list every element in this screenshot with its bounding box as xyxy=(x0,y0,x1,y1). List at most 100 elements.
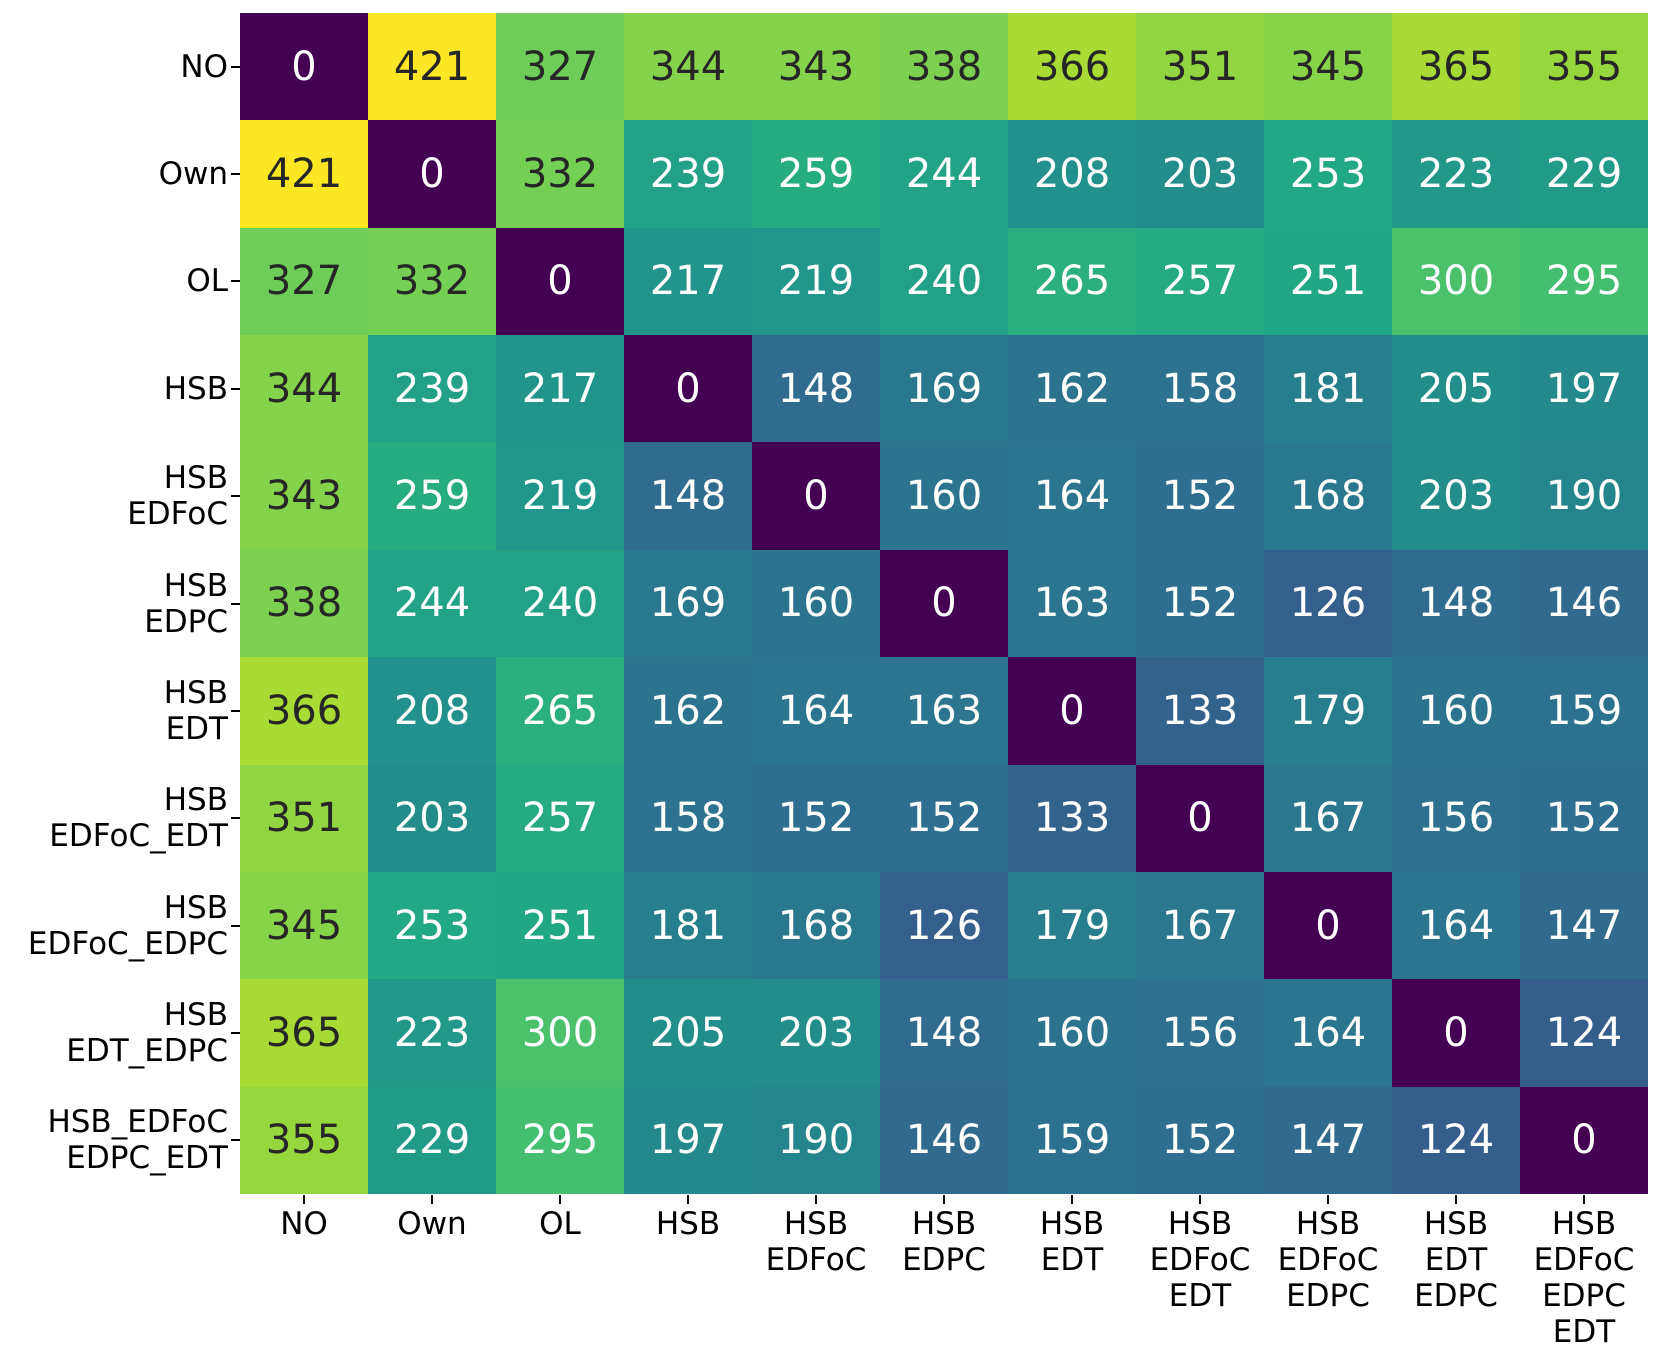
cell-value: 327 xyxy=(265,258,343,305)
heatmap-cell: 0 xyxy=(368,120,496,228)
cell-value: 152 xyxy=(905,795,983,842)
x-tick-mark xyxy=(815,1195,817,1204)
cell-value: 190 xyxy=(777,1117,855,1164)
heatmap-cell: 203 xyxy=(1136,120,1264,228)
heatmap-cell: 345 xyxy=(240,871,368,980)
heatmap-cell: 203 xyxy=(368,764,496,872)
cell-value: 169 xyxy=(649,580,727,627)
heatmap-cell: 351 xyxy=(240,764,368,872)
y-tick-label: HSB EDPC xyxy=(144,567,228,640)
cell-value: 217 xyxy=(521,365,599,412)
y-tick-mark xyxy=(231,817,240,820)
cell-value: 0 xyxy=(1315,902,1341,949)
cell-value: 0 xyxy=(1187,795,1213,842)
cell-value: 295 xyxy=(521,1117,599,1164)
x-tick-mark xyxy=(687,1195,689,1204)
cell-value: 338 xyxy=(905,43,983,90)
heatmap-cell: 366 xyxy=(240,657,368,765)
cell-value: 343 xyxy=(265,473,343,520)
x-tick-label: HSB EDFoC EDPC xyxy=(1277,1206,1379,1314)
heatmap-cell: 223 xyxy=(368,979,496,1087)
heatmap-cell: 239 xyxy=(624,120,752,228)
x-tick-mark xyxy=(1327,1195,1329,1204)
heatmap-cell: 0 xyxy=(752,442,880,550)
heatmap-cell: 205 xyxy=(624,979,752,1087)
heatmap-cell: 219 xyxy=(752,227,880,336)
cell-value: 338 xyxy=(265,580,343,627)
cell-value: 162 xyxy=(1033,365,1111,412)
y-tick-label: HSB EDFoC xyxy=(127,460,228,533)
cell-value: 152 xyxy=(1161,580,1239,627)
x-tick-label: HSB EDT EDPC xyxy=(1414,1206,1498,1314)
heatmap-cell: 168 xyxy=(1264,442,1392,550)
heatmap-cell: 168 xyxy=(752,871,880,980)
cell-value: 197 xyxy=(1545,365,1623,412)
heatmap-cell: 343 xyxy=(240,442,368,550)
heatmap-cell: 169 xyxy=(624,549,752,658)
heatmap-cell: 240 xyxy=(880,227,1008,336)
y-tick-label: HSB xyxy=(163,370,228,407)
cell-value: 365 xyxy=(1417,43,1495,90)
heatmap-cell: 259 xyxy=(752,120,880,228)
cell-value: 0 xyxy=(419,151,445,198)
cell-value: 251 xyxy=(1289,258,1367,305)
heatmap-cell: 0 xyxy=(1136,764,1264,872)
y-tick-mark xyxy=(231,602,240,605)
heatmap-cell: 156 xyxy=(1392,764,1520,872)
y-tick-mark xyxy=(231,924,240,927)
cell-value: 208 xyxy=(393,687,471,734)
cell-value: 197 xyxy=(649,1117,727,1164)
y-tick-label: HSB EDFoC_EDPC xyxy=(27,889,228,962)
cell-value: 168 xyxy=(777,902,855,949)
cell-value: 344 xyxy=(649,43,727,90)
cell-value: 152 xyxy=(1161,1117,1239,1164)
heatmap-cell: 253 xyxy=(368,871,496,980)
heatmap-cell: 344 xyxy=(624,13,752,121)
cell-value: 0 xyxy=(547,258,573,305)
cell-value: 126 xyxy=(905,902,983,949)
heatmap-cell: 355 xyxy=(240,1086,368,1194)
heatmap-cell: 146 xyxy=(880,1086,1008,1194)
x-tick-mark xyxy=(559,1195,561,1204)
cell-value: 147 xyxy=(1289,1117,1367,1164)
heatmap-cell: 257 xyxy=(1136,227,1264,336)
cell-value: 366 xyxy=(1033,43,1111,90)
x-tick-label: NO xyxy=(280,1206,328,1242)
cell-value: 355 xyxy=(1545,43,1623,90)
cell-value: 244 xyxy=(905,151,983,198)
cell-value: 124 xyxy=(1545,1009,1623,1056)
cell-value: 167 xyxy=(1289,795,1367,842)
x-tick-mark xyxy=(1199,1195,1201,1204)
y-tick-label: HSB EDFoC_EDT xyxy=(49,782,228,855)
cell-value: 133 xyxy=(1161,687,1239,734)
cell-value: 164 xyxy=(777,687,855,734)
heatmap-cell: 0 xyxy=(496,227,624,336)
heatmap-cell: 148 xyxy=(880,979,1008,1087)
x-tick-label: HSB EDFoC xyxy=(765,1206,867,1278)
heatmap-cell: 223 xyxy=(1392,120,1520,228)
cell-value: 205 xyxy=(649,1009,727,1056)
cell-value: 179 xyxy=(1289,687,1367,734)
y-tick-mark xyxy=(231,65,240,68)
cell-value: 259 xyxy=(393,473,471,520)
cell-value: 355 xyxy=(265,1117,343,1164)
heatmap-grid: 0 421 327 344 343 338 366 351 345 365 355 421 0 332 23… xyxy=(240,13,1648,1194)
cell-value: 124 xyxy=(1417,1117,1495,1164)
cell-value: 259 xyxy=(777,151,855,198)
heatmap-cell: 160 xyxy=(752,549,880,658)
cell-value: 148 xyxy=(777,365,855,412)
cell-value: 146 xyxy=(1545,580,1623,627)
heatmap-cell: 160 xyxy=(1392,657,1520,765)
heatmap-cell: 133 xyxy=(1136,657,1264,765)
heatmap-cell: 208 xyxy=(1008,120,1136,228)
cell-value: 421 xyxy=(393,43,471,90)
cell-value: 162 xyxy=(649,687,727,734)
heatmap-cell: 327 xyxy=(496,13,624,121)
cell-value: 160 xyxy=(777,580,855,627)
heatmap-cell: 338 xyxy=(880,13,1008,121)
heatmap-cell: 164 xyxy=(752,657,880,765)
cell-value: 240 xyxy=(905,258,983,305)
heatmap-cell: 332 xyxy=(496,120,624,228)
heatmap-cell: 0 xyxy=(240,13,368,121)
cell-value: 351 xyxy=(265,795,343,842)
